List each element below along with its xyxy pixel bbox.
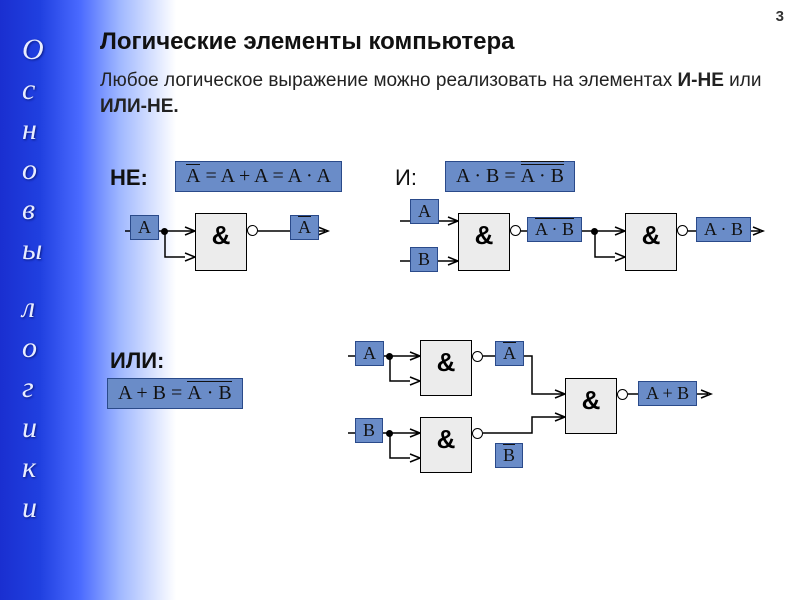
page-number: 3: [776, 8, 784, 25]
junction-dot: [386, 430, 393, 437]
signal-label: A + B: [638, 381, 697, 406]
signal-label: A: [130, 215, 159, 240]
signal-label: B: [495, 443, 523, 468]
nand-gate: &: [458, 213, 510, 271]
signal-label: A: [290, 215, 319, 240]
formula-and: A · B = A · B: [445, 161, 575, 192]
nand-gate: &: [420, 340, 472, 396]
signal-label: B: [355, 418, 383, 443]
signal-label: A · B: [527, 217, 582, 242]
subtitle: Любое логическое выражение можно реализо…: [100, 68, 780, 119]
section-and-label: И:: [395, 165, 417, 191]
signal-label: A: [495, 341, 524, 366]
inversion-bubble: [247, 225, 258, 236]
nand-gate: &: [420, 417, 472, 473]
signal-label: B: [410, 247, 438, 272]
inversion-bubble: [510, 225, 521, 236]
sidebar-title: Основы логики: [22, 30, 44, 528]
nand-gate: &: [565, 378, 617, 434]
signal-label: A · B: [696, 217, 751, 242]
signal-label: A: [410, 199, 439, 224]
signal-label: A: [355, 341, 384, 366]
inversion-bubble: [677, 225, 688, 236]
diagram-area: &AA&&ABA · BA · B&&&ABABA + B: [100, 195, 790, 595]
nand-gate: &: [625, 213, 677, 271]
inversion-bubble: [472, 351, 483, 362]
nand-gate: &: [195, 213, 247, 271]
junction-dot: [386, 353, 393, 360]
formula-not: A = A + A = A · A: [175, 161, 342, 192]
inversion-bubble: [617, 389, 628, 400]
junction-dot: [591, 228, 598, 235]
junction-dot: [161, 228, 168, 235]
section-not-label: НЕ:: [110, 165, 148, 191]
inversion-bubble: [472, 428, 483, 439]
page-title: Логические элементы компьютера: [100, 28, 780, 56]
